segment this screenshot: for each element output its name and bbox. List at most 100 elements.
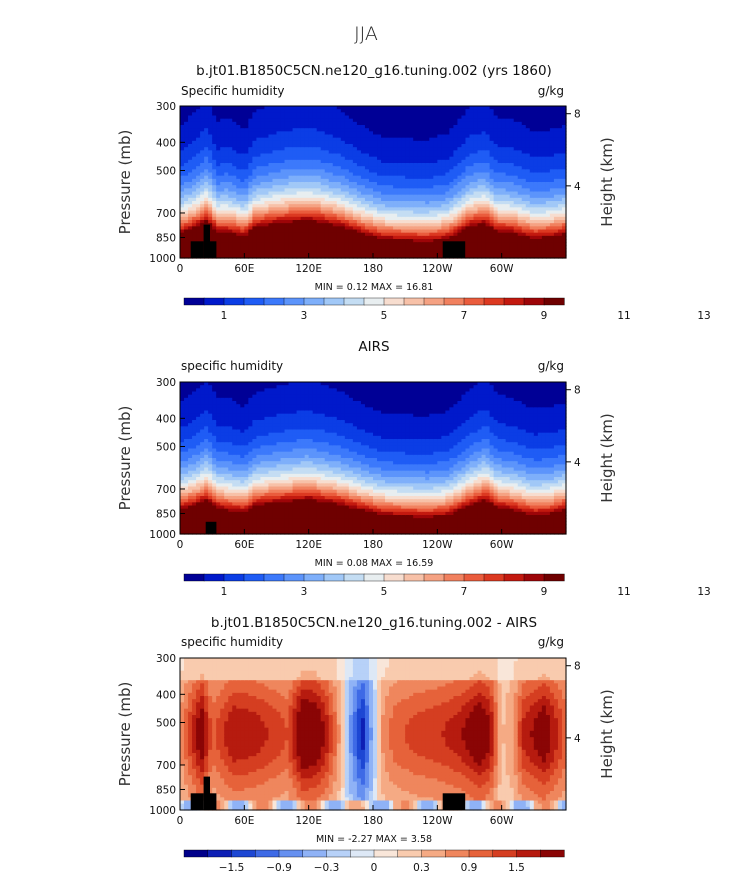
- heatmap-cell: [381, 131, 386, 136]
- heatmap-cell: [457, 185, 463, 189]
- heatmap-cell: [180, 137, 185, 142]
- heatmap-cell: [453, 204, 459, 208]
- heatmap-cell: [268, 128, 274, 132]
- heatmap-cell: [352, 156, 358, 161]
- heatmap-cell: [356, 121, 362, 126]
- heatmap-cell: [212, 159, 217, 164]
- heatmap-cell: [328, 223, 334, 227]
- heatmap-cell: [405, 242, 410, 246]
- heatmap-cell: [368, 125, 374, 129]
- heatmap-cell: [457, 150, 463, 155]
- heatmap-cell: [188, 197, 193, 202]
- heatmap-cell: [425, 204, 430, 208]
- heatmap-cell: [405, 175, 410, 180]
- heatmap-cell: [280, 169, 286, 174]
- heatmap-cell: [461, 140, 467, 145]
- heatmap-cell: [228, 229, 233, 234]
- heatmap-cell: [208, 223, 213, 227]
- heatmap-cell: [320, 137, 326, 142]
- heatmap-cell: [280, 112, 286, 117]
- heatmap-cell: [184, 207, 189, 212]
- heatmap-cell: [240, 109, 245, 113]
- heatmap-cell: [244, 178, 249, 183]
- heatmap-cell: [441, 175, 446, 180]
- heatmap-cell: [208, 109, 213, 113]
- heatmap-cell: [300, 175, 306, 180]
- heatmap-cell: [296, 232, 302, 237]
- heatmap-cell: [224, 251, 229, 256]
- heatmap-cell: [264, 169, 270, 174]
- heatmap-cell: [192, 197, 197, 202]
- heatmap-cell: [256, 213, 262, 218]
- heatmap-cell: [196, 166, 201, 170]
- heatmap-cell: [232, 248, 237, 253]
- heatmap-cell: [320, 147, 326, 151]
- heatmap-cell: [204, 207, 209, 212]
- heatmap-cell: [240, 169, 245, 174]
- heatmap-cell: [405, 109, 410, 113]
- heatmap-cell: [421, 188, 426, 193]
- heatmap-cell: [340, 213, 346, 218]
- heatmap-cell: [292, 131, 298, 136]
- heatmap-cell: [220, 156, 225, 161]
- heatmap-cell: [308, 207, 314, 212]
- heatmap-cell: [240, 159, 245, 164]
- heatmap-cell: [264, 172, 270, 177]
- heatmap-cell: [360, 188, 366, 193]
- heatmap-cell: [212, 121, 217, 126]
- heatmap-cell: [441, 128, 446, 132]
- heatmap-cell: [196, 194, 201, 199]
- heatmap-cell: [385, 232, 390, 237]
- heatmap-cell: [429, 223, 434, 227]
- heatmap-cell: [188, 239, 193, 243]
- heatmap-cell: [224, 115, 229, 120]
- heatmap-cell: [381, 229, 386, 234]
- heatmap-cell: [449, 175, 455, 180]
- heatmap-cell: [364, 112, 370, 117]
- heatmap-cell: [409, 137, 414, 142]
- heatmap-cell: [224, 223, 229, 227]
- heatmap-cell: [308, 163, 314, 167]
- heatmap-cell: [256, 207, 262, 212]
- heatmap-cell: [445, 207, 450, 212]
- heatmap-cell: [356, 182, 362, 186]
- heatmap-cell: [256, 251, 262, 256]
- heatmap-cell: [280, 216, 286, 221]
- heatmap-cell: [300, 131, 306, 136]
- heatmap-cell: [292, 159, 298, 164]
- heatmap-cell: [461, 226, 467, 231]
- heatmap-cell: [184, 223, 189, 227]
- heatmap-cell: [220, 166, 225, 170]
- heatmap-cell: [180, 115, 185, 120]
- heatmap-cell: [300, 140, 306, 145]
- heatmap-cell: [393, 191, 398, 196]
- heatmap-cell: [292, 254, 298, 259]
- heatmap-cell: [296, 239, 302, 243]
- heatmap-cell: [413, 137, 418, 142]
- heatmap-cell: [312, 213, 318, 218]
- heatmap-cell: [368, 254, 374, 259]
- heatmap-cell: [272, 109, 278, 113]
- heatmap-cell: [433, 201, 438, 205]
- heatmap-cell: [364, 197, 370, 202]
- heatmap-cell: [437, 229, 442, 234]
- heatmap-cell: [288, 137, 294, 142]
- heatmap-cell: [204, 144, 209, 148]
- heatmap-cell: [192, 121, 197, 126]
- heatmap-cell: [216, 251, 221, 256]
- heatmap-cell: [449, 156, 455, 161]
- heatmap-cell: [304, 182, 310, 186]
- heatmap-cell: [433, 150, 438, 155]
- heatmap-cell: [308, 197, 314, 202]
- heatmap-cell: [204, 201, 209, 205]
- heatmap-cell: [445, 125, 450, 129]
- heatmap-cell: [377, 207, 382, 212]
- heatmap-cell: [212, 131, 217, 136]
- heatmap-cell: [180, 201, 185, 205]
- heatmap-cell: [244, 251, 249, 256]
- heatmap-cell: [457, 106, 463, 110]
- heatmap-cell: [240, 239, 245, 243]
- heatmap-cell: [268, 245, 274, 250]
- heatmap-cell: [393, 175, 398, 180]
- heatmap-cell: [292, 188, 298, 193]
